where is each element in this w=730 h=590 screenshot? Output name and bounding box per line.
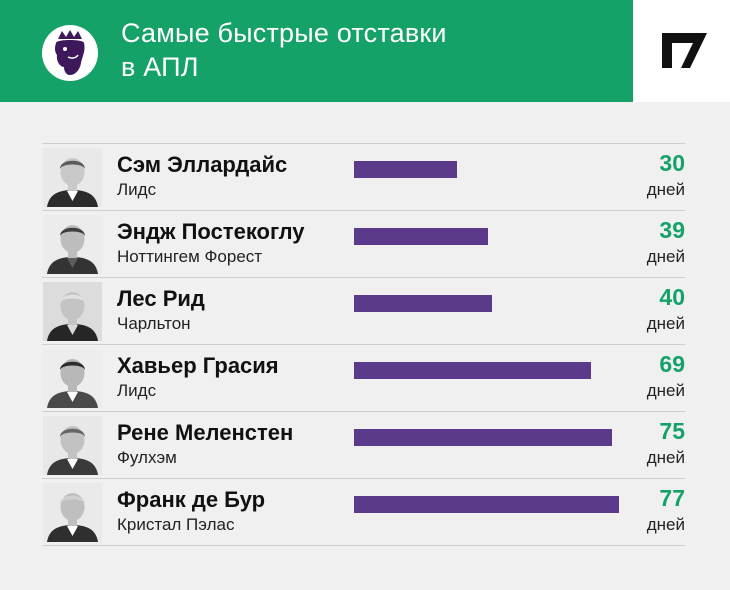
- bar: [354, 496, 619, 513]
- days-unit: дней: [646, 381, 685, 400]
- coach-photo: [43, 215, 102, 274]
- list-item: Эндж Постекоглу Ноттингем Форест 39 дней: [42, 210, 685, 277]
- bar-track: [354, 496, 629, 513]
- coach-photo: [43, 483, 102, 542]
- club-name: Ноттингем Форест: [117, 247, 263, 266]
- days-unit: дней: [646, 247, 685, 266]
- list-item: Рене Меленстен Фулхэм 75 дней: [42, 411, 685, 478]
- days-value: 69: [659, 351, 685, 377]
- ranking-list: Сэм Эллардайс Лидс 30 дней Эндж Постекоглу Но…: [42, 143, 685, 546]
- club-name: Фулхэм: [117, 448, 177, 467]
- bar-track: [354, 429, 629, 446]
- title-line-1: Самые быстрые отставки: [121, 18, 447, 48]
- premier-league-logo: [42, 25, 98, 81]
- coach-name: Лес Рид: [117, 286, 205, 311]
- days-unit: дней: [646, 515, 685, 534]
- brand-corner: [633, 0, 730, 102]
- coach-name: Хавьер Грасия: [117, 353, 279, 378]
- days-value: 77: [659, 485, 685, 511]
- days-value: 40: [659, 284, 685, 310]
- club-name: Лидс: [117, 180, 157, 199]
- bar-track: [354, 362, 629, 379]
- coach-photo: [43, 416, 102, 475]
- list-item: Франк де Бур Кристал Пэлас 77 дней: [42, 478, 685, 546]
- coach-photo: [43, 349, 102, 408]
- club-name: Лидс: [117, 381, 157, 400]
- list-item: Лес Рид Чарльтон 40 дней: [42, 277, 685, 344]
- club-name: Кристал Пэлас: [117, 515, 235, 534]
- bar-track: [354, 295, 629, 312]
- coach-name: Сэм Эллардайс: [117, 152, 288, 177]
- bar: [354, 161, 458, 178]
- days-value: 39: [659, 217, 685, 243]
- page-title: Самые быстрые отставки в АПЛ: [121, 16, 447, 84]
- bar-track: [354, 161, 629, 178]
- coach-name: Рене Меленстен: [117, 420, 294, 445]
- premier-league-lion-icon: [55, 30, 85, 75]
- header-banner: Самые быстрые отставки в АПЛ: [0, 0, 633, 102]
- days-value: 30: [659, 150, 685, 176]
- bar: [354, 362, 592, 379]
- coach-name: Франк де Бур: [117, 487, 266, 512]
- coach-photo: [43, 148, 102, 207]
- coach-name: Эндж Постекоглу: [117, 219, 305, 244]
- bar: [354, 228, 489, 245]
- days-unit: дней: [646, 448, 685, 467]
- bar: [354, 295, 492, 312]
- coach-photo: [43, 282, 102, 341]
- club-name: Чарльтон: [117, 314, 191, 333]
- title-line-2: в АПЛ: [121, 52, 199, 82]
- days-unit: дней: [646, 180, 685, 199]
- bar: [354, 429, 612, 446]
- bar-track: [354, 228, 629, 245]
- list-item: Хавьер Грасия Лидс 69 дней: [42, 344, 685, 411]
- days-unit: дней: [646, 314, 685, 333]
- list-item: Сэм Эллардайс Лидс 30 дней: [42, 143, 685, 210]
- sports-ru-logo-icon: [662, 33, 707, 68]
- days-value: 75: [659, 418, 685, 444]
